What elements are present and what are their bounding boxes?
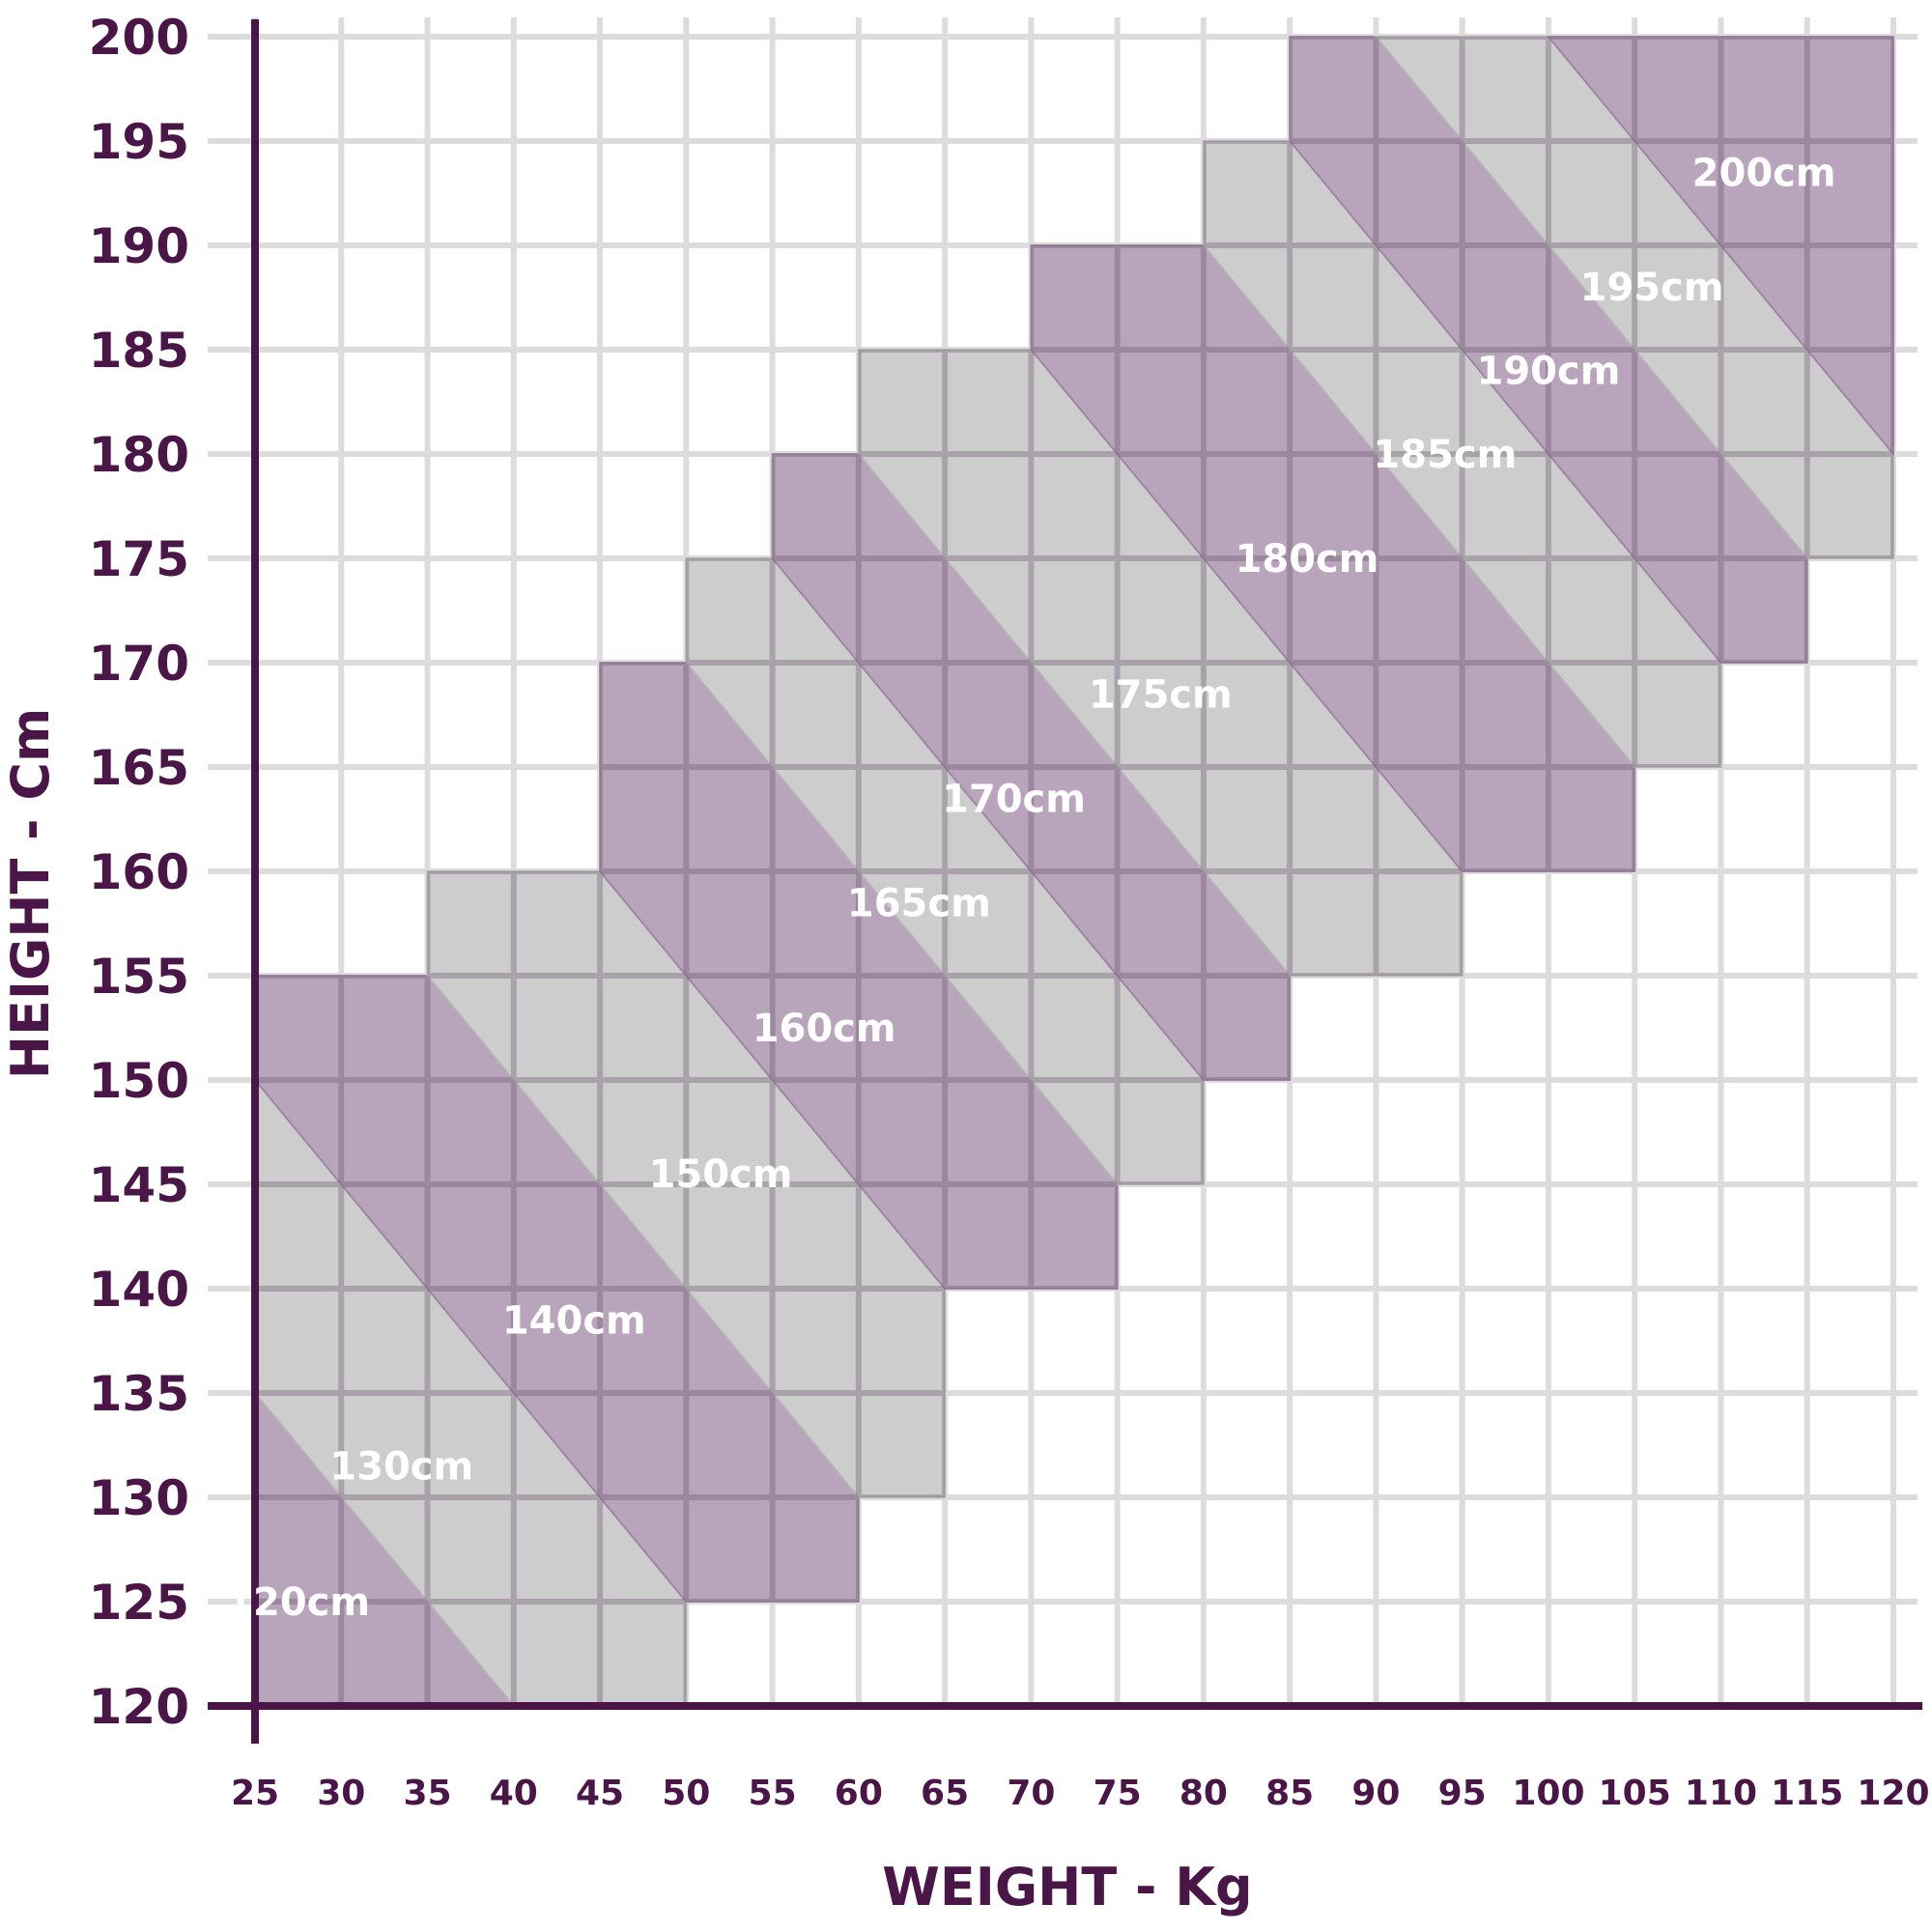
y-tick-140: 140 (89, 1262, 189, 1318)
y-tick-200: 200 (89, 10, 189, 66)
x-tick-95: 95 (1438, 1774, 1487, 1813)
y-tick-195: 195 (89, 114, 189, 170)
x-axis-title: WEIGHT - Kg (882, 1857, 1252, 1918)
band-grid-overlay (255, 37, 1893, 1706)
y-axis-title: HEIGHT - Cm (0, 708, 61, 1079)
band-label-200cm: 200cm (1692, 151, 1836, 195)
band-label-165cm: 165cm (847, 881, 991, 925)
x-tick-45: 45 (576, 1774, 624, 1813)
band-label-120cm: 120cm (226, 1580, 370, 1625)
y-tick-135: 135 (89, 1366, 189, 1422)
y-tick-145: 145 (89, 1157, 189, 1213)
x-tick-labels: 25 30 35 40 45 50 55 60 65 70 75 80 85 90 95 100 105 110 1… (231, 1774, 1930, 1813)
y-tick-125: 125 (89, 1575, 189, 1631)
y-tick-190: 190 (89, 218, 189, 274)
y-tick-labels: 120 125 130 135 140 145 150 155 160 165 170 175 180 1… (89, 10, 189, 1735)
y-tick-185: 185 (89, 323, 189, 379)
y-tick-165: 165 (89, 740, 189, 796)
band-label-175cm: 175cm (1089, 672, 1233, 717)
size-bands (254, 36, 1894, 1707)
y-tick-170: 170 (89, 636, 189, 692)
y-tick-130: 130 (89, 1470, 189, 1526)
x-tick-80: 80 (1179, 1774, 1228, 1813)
band-label-130cm: 130cm (329, 1445, 473, 1490)
band-label-190cm: 190cm (1477, 350, 1621, 394)
x-tick-100: 100 (1512, 1774, 1584, 1813)
band-label-160cm: 160cm (753, 1007, 896, 1051)
band-label-195cm: 195cm (1580, 266, 1724, 310)
band-label-150cm: 150cm (649, 1152, 793, 1197)
x-tick-65: 65 (921, 1774, 969, 1813)
x-tick-110: 110 (1685, 1774, 1757, 1813)
x-tick-30: 30 (317, 1774, 365, 1813)
x-tick-105: 105 (1599, 1774, 1671, 1813)
x-tick-90: 90 (1351, 1774, 1400, 1813)
band-labels: 120cm 130cm 140cm 150cm 160cm 165cm 170cm 175cm… (226, 151, 1835, 1625)
x-tick-25: 25 (231, 1774, 279, 1813)
y-tick-160: 160 (89, 844, 189, 900)
band-label-170cm: 170cm (942, 777, 1086, 821)
y-tick-180: 180 (89, 427, 189, 483)
band-label-185cm: 185cm (1373, 433, 1517, 477)
x-tick-60: 60 (835, 1774, 883, 1813)
x-tick-85: 85 (1265, 1774, 1314, 1813)
x-tick-75: 75 (1094, 1774, 1142, 1813)
axes (208, 19, 1922, 1744)
x-tick-35: 35 (403, 1774, 451, 1813)
y-tick-150: 150 (89, 1053, 189, 1109)
band-200cm (1546, 36, 1894, 457)
x-tick-70: 70 (1007, 1774, 1055, 1813)
x-tick-50: 50 (662, 1774, 710, 1813)
y-tick-175: 175 (89, 531, 189, 587)
band-label-180cm: 180cm (1236, 537, 1379, 582)
x-tick-120: 120 (1857, 1774, 1929, 1813)
x-tick-55: 55 (749, 1774, 797, 1813)
y-tick-155: 155 (89, 949, 189, 1005)
band-label-140cm: 140cm (502, 1298, 646, 1343)
x-tick-115: 115 (1771, 1774, 1843, 1813)
x-tick-40: 40 (490, 1774, 538, 1813)
y-tick-120: 120 (89, 1679, 189, 1735)
